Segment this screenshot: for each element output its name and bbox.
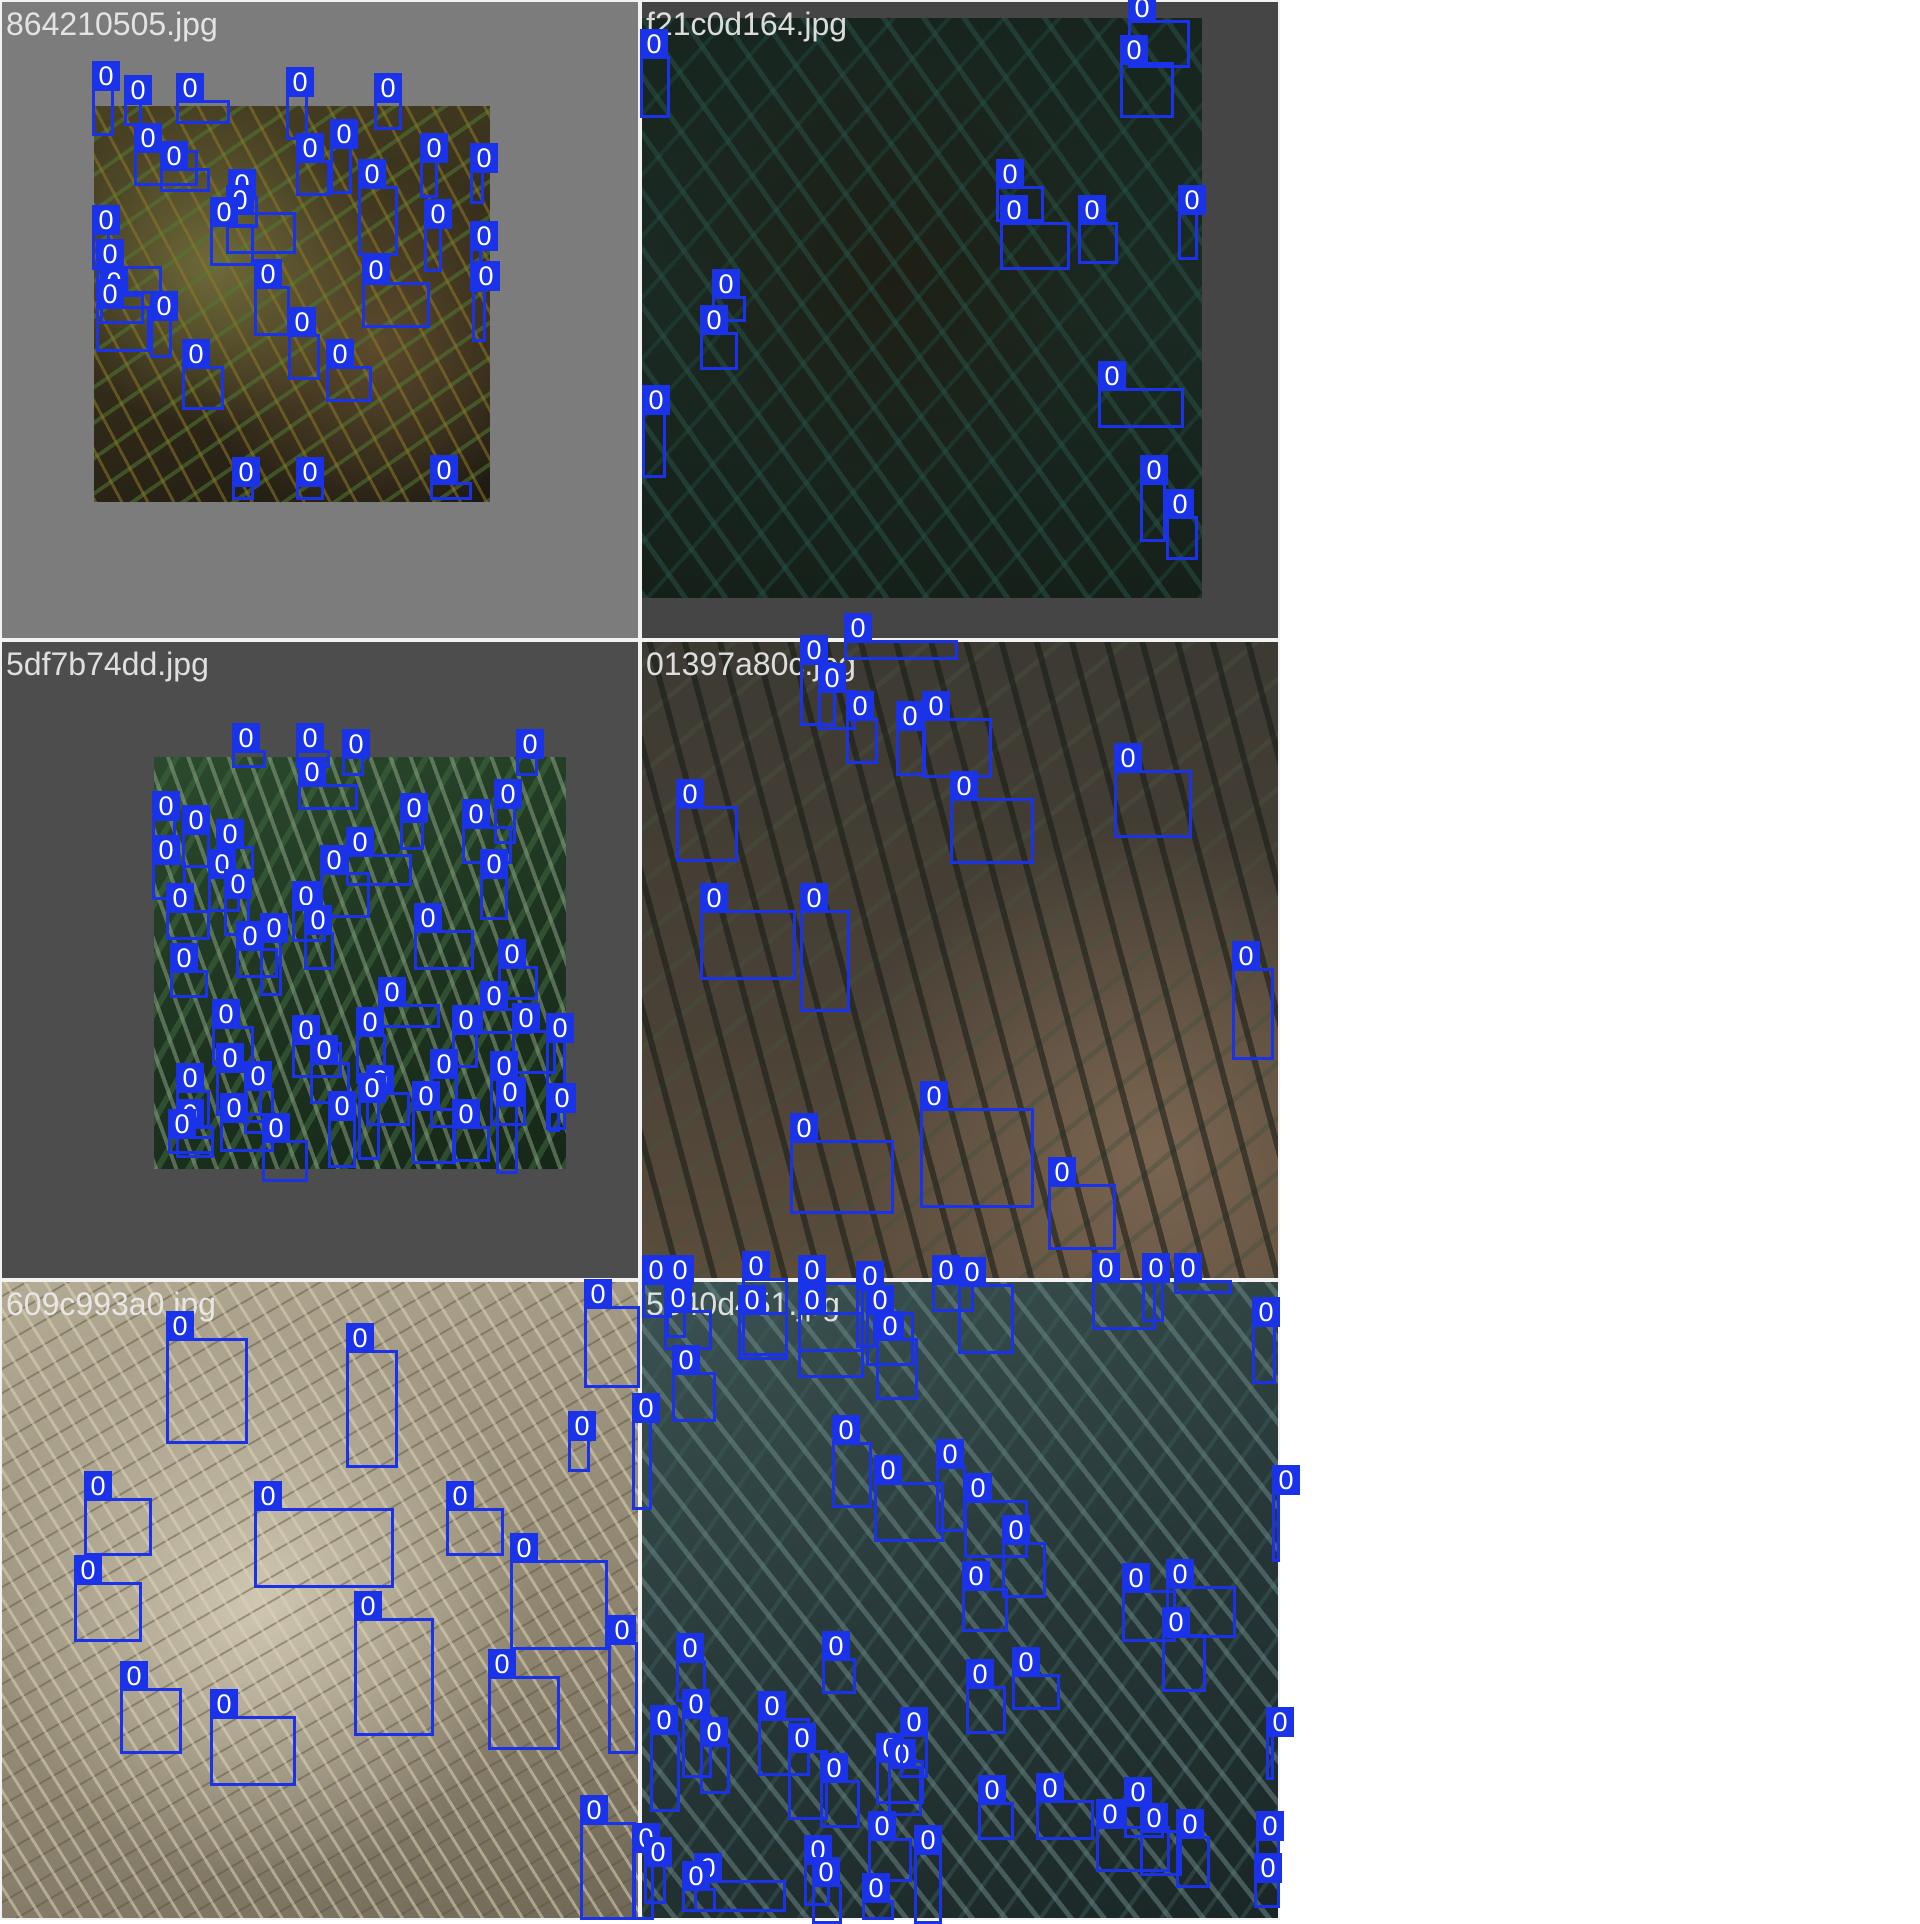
tile-filename: 5e40d451.jpg (646, 1286, 840, 1322)
wheat-field-image (94, 106, 490, 502)
tile-filename: 609c993a0.jpg (6, 1286, 216, 1322)
tile-5e40d451: 5e40d451.jpg (640, 1280, 1280, 1920)
tile-filename: 01397a80c.jpg (646, 646, 856, 682)
wheat-field-image (642, 18, 1202, 598)
tile-f21c0d164: f21c0d164.jpg (640, 0, 1280, 640)
wheat-field-image (642, 1282, 1278, 1918)
tile-filename: 864210505.jpg (6, 6, 218, 42)
wheat-field-image (2, 1282, 638, 1918)
tile-609c993a0: 609c993a0.jpg (0, 1280, 640, 1920)
wheat-field-image (642, 642, 1278, 1278)
tile-01397a80c: 01397a80c.jpg (640, 640, 1280, 1280)
tile-5df7b74dd: 5df7b74dd.jpg (0, 640, 640, 1280)
tile-864210505: 864210505.jpg (0, 0, 640, 640)
tile-filename: f21c0d164.jpg (646, 6, 848, 42)
tile-filename: 5df7b74dd.jpg (6, 646, 209, 682)
wheat-field-image (154, 757, 566, 1169)
